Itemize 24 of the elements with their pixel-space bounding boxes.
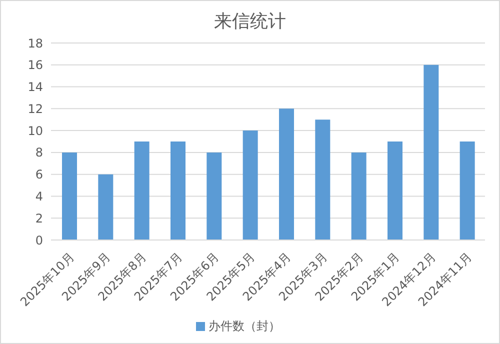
y-tick-label: 0 [35, 233, 43, 248]
bar [279, 108, 294, 240]
y-tick-label: 12 [28, 102, 43, 116]
y-tick-label: 18 [28, 36, 43, 50]
y-tick-label: 6 [35, 168, 43, 182]
y-tick-label: 2 [35, 211, 43, 226]
bar [62, 152, 77, 240]
bar [170, 142, 186, 240]
chart-title: 来信统计 [213, 10, 287, 33]
legend-label: 办件数（封） [208, 319, 280, 333]
bar [460, 142, 475, 240]
y-tick-label: 8 [35, 146, 43, 160]
y-tick-label: 16 [28, 58, 43, 72]
bar [315, 120, 330, 240]
bar [242, 130, 258, 240]
bar [98, 174, 114, 240]
bar [351, 152, 366, 240]
bar [424, 64, 439, 240]
y-tick-label: 4 [35, 189, 43, 204]
bar [206, 152, 222, 240]
y-tick-label: 14 [28, 80, 43, 94]
bar [388, 142, 402, 240]
y-tick-label: 10 [28, 124, 43, 138]
bar [134, 142, 150, 240]
